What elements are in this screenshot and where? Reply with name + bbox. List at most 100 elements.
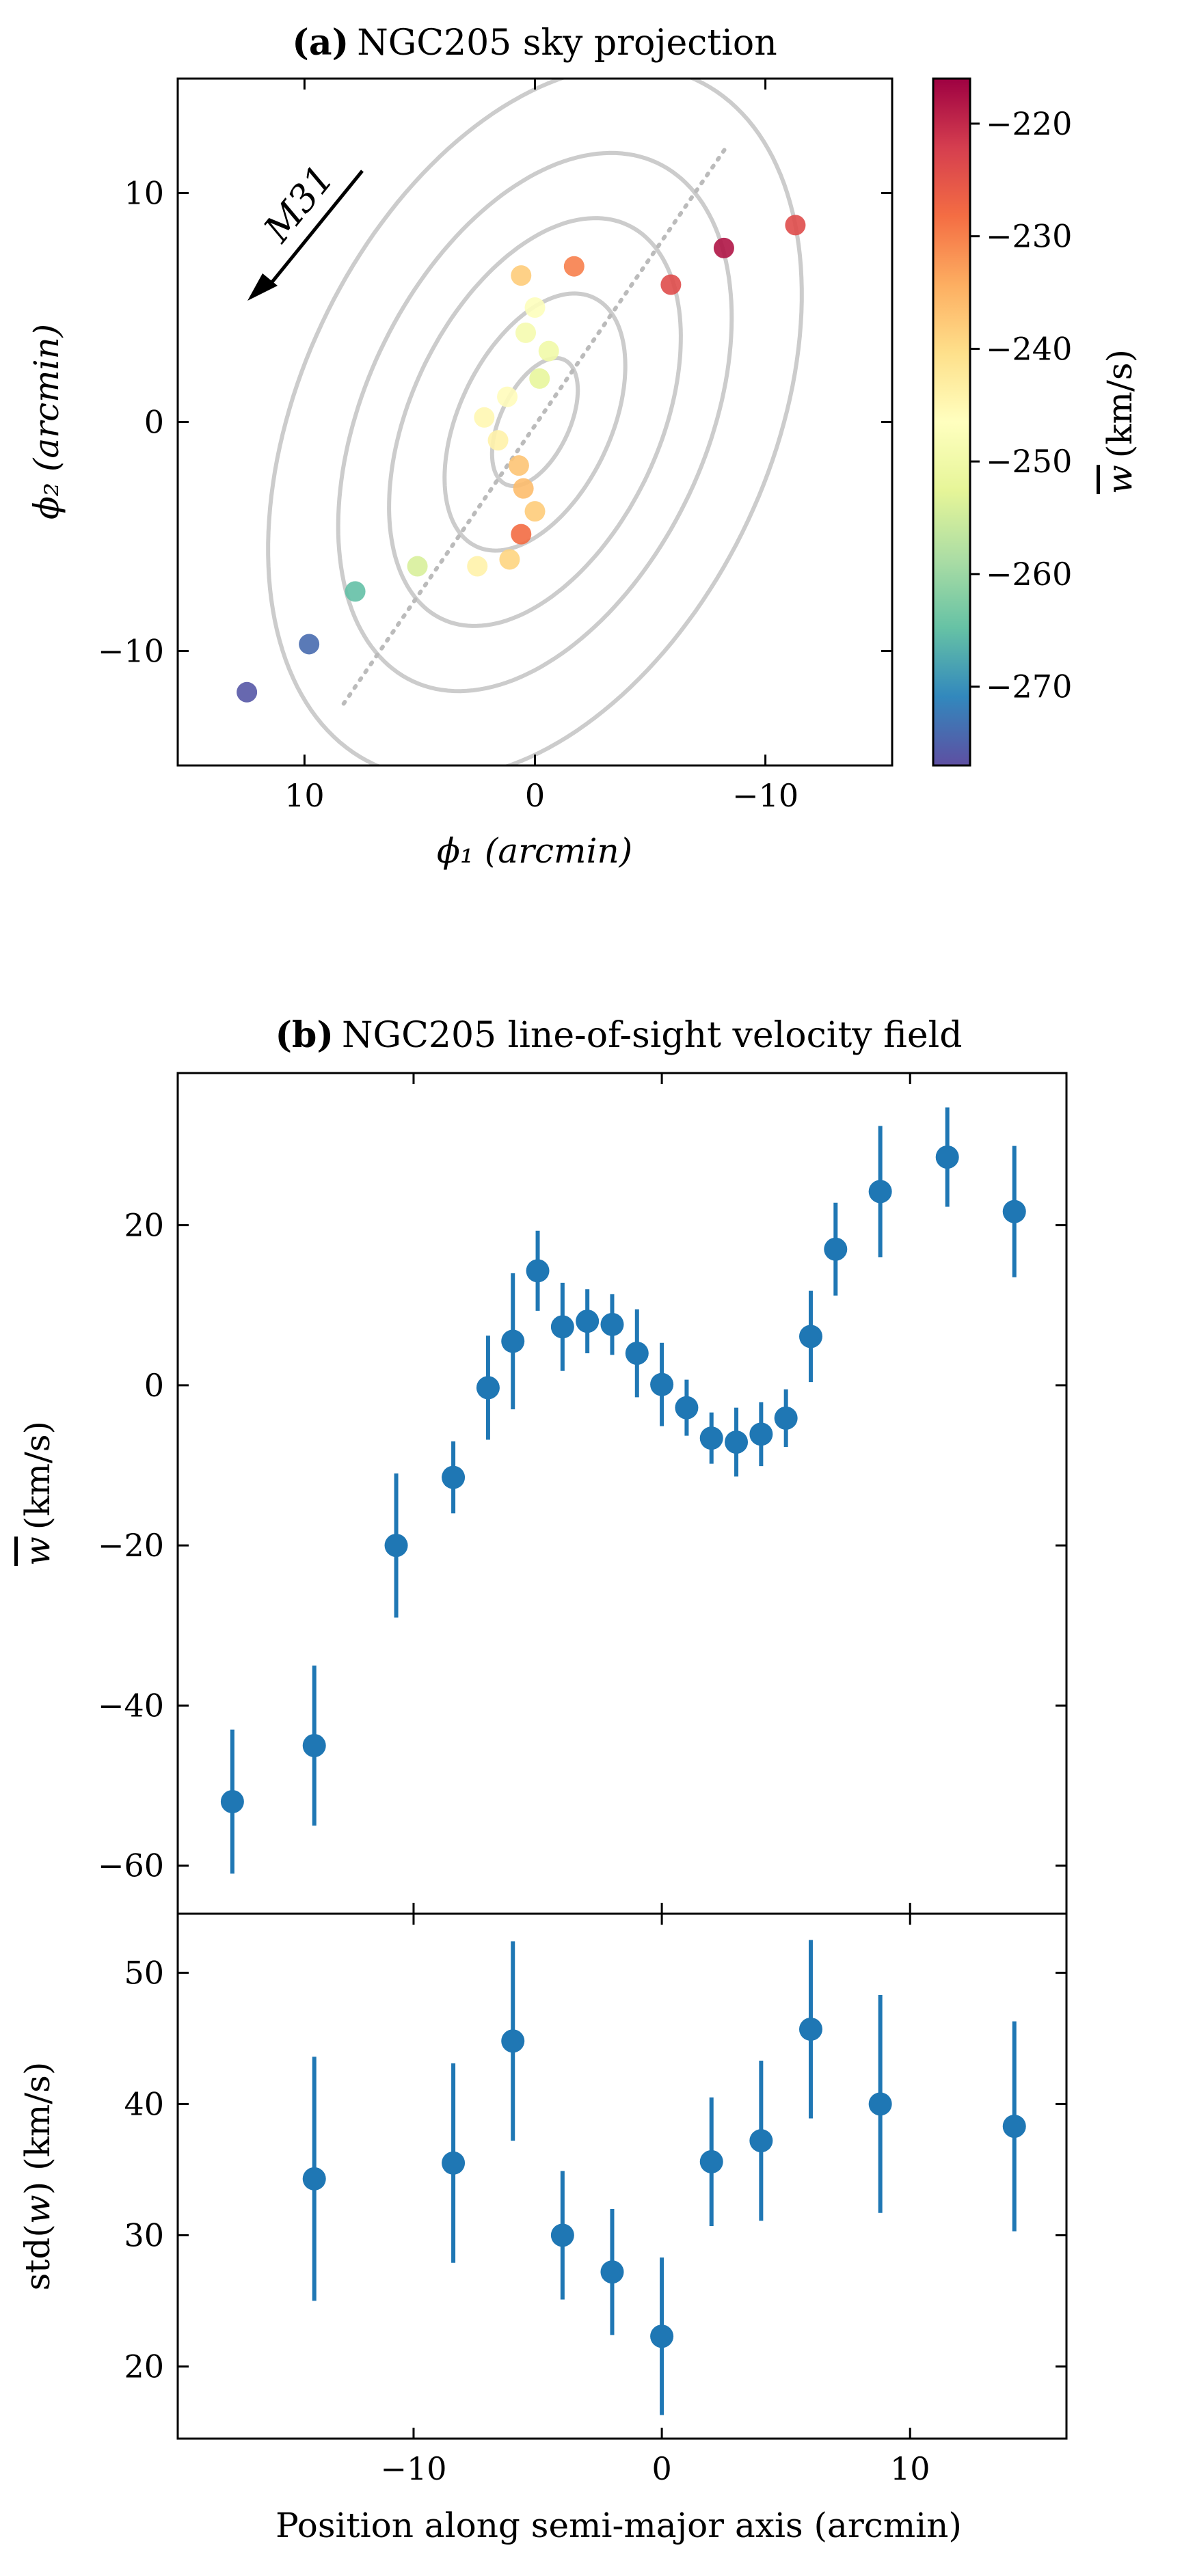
panel-a-title-prefix: (a) — [292, 22, 349, 64]
a-y-tick-label: −10 — [98, 633, 164, 670]
star-point-7 — [511, 524, 532, 545]
panel-b-bottom-y-label-symbol: w — [18, 2195, 57, 2224]
star-point-6 — [499, 549, 520, 570]
star-point-19 — [563, 256, 585, 277]
bottom-point — [1002, 2115, 1026, 2139]
panel-b-title-prefix: (b) — [275, 1014, 334, 1056]
top-point — [798, 1325, 822, 1348]
star-point-13 — [497, 386, 518, 407]
mean-velocity-errorbars — [220, 1107, 1026, 1874]
panel-b-x-label: Position along semi-major axis (arcmin) — [276, 2506, 962, 2545]
isophote-contours — [266, 79, 804, 765]
panel-a-title-text: NGC205 sky projection — [357, 23, 777, 64]
top-point — [868, 1180, 892, 1204]
colorbar-label: w (km/s) — [1100, 349, 1140, 494]
colorbar-tick-label: −230 — [986, 218, 1072, 255]
colorbar-ticks: −220 −230 −240 −250 −260 −270 — [970, 105, 1072, 705]
star-point-9 — [513, 478, 534, 499]
colorbar-label-symbol: w — [1100, 465, 1140, 494]
star-point-5 — [467, 556, 488, 577]
star-point-22 — [785, 215, 806, 236]
star-point-14 — [538, 340, 559, 362]
top-point — [625, 1342, 649, 1365]
top-point — [302, 1734, 326, 1757]
panel-b-top-y-label: w (km/s) — [18, 1421, 57, 1566]
m31-arrow-shaft — [267, 170, 364, 288]
isophote-ellipse-4 — [336, 150, 734, 694]
panel-b-top-x-ticks — [412, 1073, 911, 1914]
panel-b-top-y-label-units: (km/s) — [18, 1421, 57, 1530]
m31-arrow-head — [247, 273, 278, 301]
top-point — [600, 1312, 624, 1336]
star-point-18 — [511, 265, 532, 286]
panel-a-title: (a) NGC205 sky projection — [292, 22, 777, 64]
a-y-tick-label: 10 — [124, 175, 164, 212]
panel-b-bottom-y-label-suffix: ) (km/s) — [18, 2062, 57, 2195]
top-point — [749, 1422, 773, 1446]
top-y-tick-label: −60 — [98, 1847, 164, 1884]
panel-b-bottom-x-ticks: −10 0 10 — [380, 1914, 930, 2487]
star-point-4 — [407, 556, 428, 577]
panel-b-top-axes-frame — [176, 1072, 1068, 1915]
colorbar-label-units: (km/s) — [1100, 349, 1140, 458]
top-point — [650, 1372, 674, 1396]
top-point — [550, 1315, 574, 1339]
star-point-15 — [529, 368, 550, 389]
colorbar-tick-label: −220 — [986, 105, 1072, 142]
colorbar-tick-label: −240 — [986, 330, 1072, 367]
panel-b-velocity-field: (b) NGC205 line-of-sight velocity field 2… — [18, 1014, 1068, 2545]
bottom-point — [501, 2029, 525, 2053]
panel-a-y-ticks: 10 0 −10 — [98, 175, 892, 670]
bottom-y-tick-label: 40 — [124, 2085, 164, 2122]
top-point — [576, 1310, 600, 1333]
bottom-y-tick-label: 20 — [124, 2348, 164, 2385]
top-point — [384, 1534, 408, 1558]
bottom-point — [442, 2151, 466, 2175]
star-point-1 — [237, 681, 258, 703]
top-y-tick-label: −40 — [98, 1687, 164, 1724]
top-y-tick-label: −20 — [98, 1527, 164, 1564]
velocity-dispersion-errorbars — [302, 1940, 1026, 2415]
bottom-point — [302, 2167, 326, 2191]
bottom-point — [650, 2324, 674, 2348]
top-point — [824, 1237, 848, 1261]
star-point-16 — [515, 322, 537, 343]
colorbar-tick-label: −250 — [986, 443, 1072, 480]
panel-b-title-text: NGC205 line-of-sight velocity field — [342, 1015, 963, 1056]
panel-b-top-y-ticks: 20 0 −20 −40 −60 — [98, 1207, 1066, 1884]
star-point-20 — [660, 274, 682, 295]
top-y-tick-label: 0 — [144, 1367, 164, 1404]
star-point-3 — [345, 581, 366, 602]
isophote-ellipse-2 — [442, 291, 628, 553]
panel-a-x-label: ϕ₁ (arcmin) — [437, 831, 632, 871]
top-point — [442, 1465, 466, 1489]
star-point-12 — [474, 407, 495, 428]
b-x-tick-label: 0 — [652, 2450, 671, 2487]
top-point — [725, 1431, 749, 1454]
panel-b-bottom-axes-frame — [176, 1912, 1068, 2440]
panel-b-title: (b) NGC205 line-of-sight velocity field — [275, 1014, 962, 1056]
star-points — [237, 215, 806, 703]
isophote-ellipse-5 — [266, 79, 804, 765]
top-point — [699, 1426, 723, 1450]
colorbar-tick-label: −270 — [986, 668, 1072, 705]
star-point-2 — [299, 634, 320, 655]
panel-b-bottom-y-label: std(w) (km/s) — [18, 2062, 57, 2291]
star-point-10 — [508, 455, 529, 476]
top-point — [774, 1406, 798, 1430]
star-point-11 — [487, 430, 509, 451]
panel-b-bottom-y-ticks: 50 40 30 20 — [124, 1954, 1066, 2385]
b-x-tick-label: −10 — [380, 2450, 446, 2487]
bottom-point — [550, 2223, 574, 2247]
a-x-tick-label: −10 — [732, 777, 798, 814]
top-y-tick-label: 20 — [124, 1207, 164, 1244]
star-point-21 — [713, 237, 734, 258]
top-point — [476, 1376, 500, 1400]
bottom-point — [600, 2260, 624, 2284]
panel-b-top-y-label-symbol: w — [18, 1536, 57, 1566]
b-x-tick-label: 10 — [890, 2450, 930, 2487]
panel-a-sky-projection: (a) NGC205 sky projection M31 10 0 −10 10 0 −… — [27, 22, 1140, 871]
panel-a-y-label: ϕ₂ (arcmin) — [27, 324, 66, 519]
colorbar-tick-label: −260 — [986, 556, 1072, 593]
panel-a-x-ticks: 10 0 −10 — [284, 79, 798, 814]
